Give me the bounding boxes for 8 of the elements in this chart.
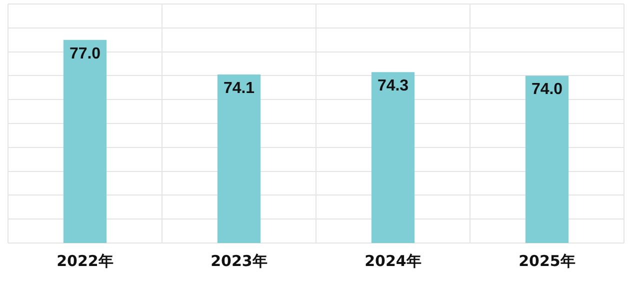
x-tick-label: 2024年	[364, 252, 422, 270]
data-label: 74.0	[531, 81, 563, 98]
x-tick-label: 2022年	[56, 252, 114, 270]
data-label: 74.3	[377, 78, 409, 95]
data-label: 77.0	[69, 45, 101, 62]
x-tick-label: 2023年	[210, 252, 268, 270]
x-tick-label: 2025年	[518, 252, 576, 270]
data-label: 74.1	[223, 80, 255, 97]
